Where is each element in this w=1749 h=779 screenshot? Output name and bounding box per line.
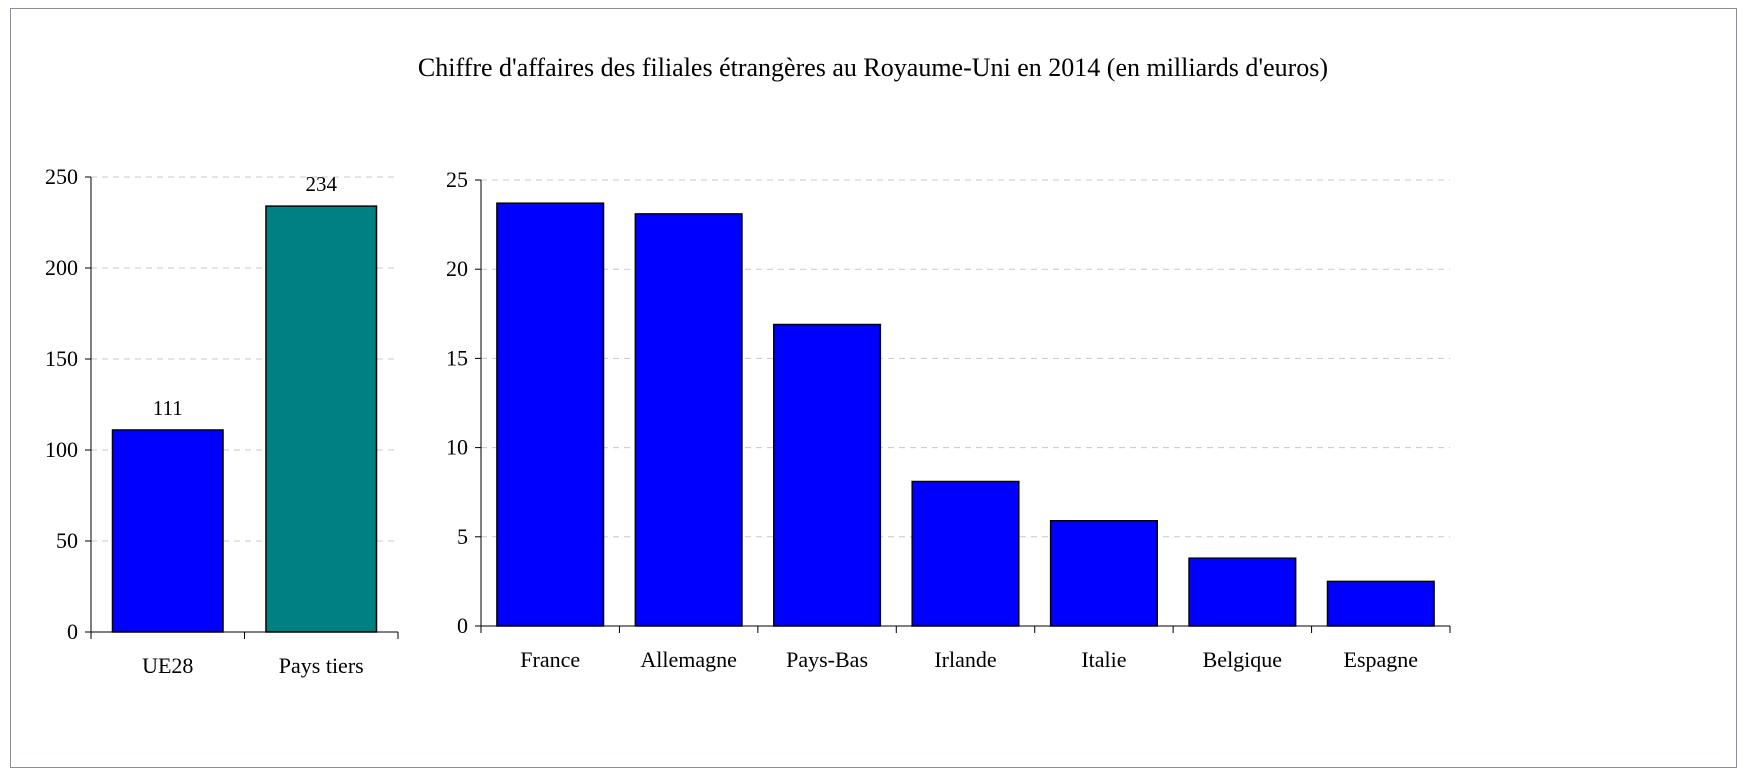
- left-y-tick-label: 100: [45, 437, 78, 462]
- right-y-tick-label: 20: [446, 256, 468, 281]
- left-y-tick-label: 50: [56, 528, 78, 553]
- right-category-label: France: [520, 647, 580, 672]
- right-bar-france: [496, 202, 605, 627]
- left-y-tick-label: 150: [45, 346, 78, 371]
- right-category-label: Belgique: [1203, 647, 1282, 672]
- left-bar-ue28: [111, 429, 224, 633]
- left-category-label: UE28: [142, 653, 193, 678]
- chart-frame: Chiffre d'affaires des filiales étrangèr…: [10, 8, 1737, 768]
- right-y-tick-label: 25: [446, 167, 468, 192]
- right-category-label: Irlande: [934, 647, 996, 672]
- panel-countries: 0 5 10 15 20 25 France Allemagne Pays-Bas Irlande…: [446, 167, 1451, 672]
- right-bar-espagne: [1326, 580, 1435, 627]
- right-y-tick-label: 0: [457, 613, 468, 638]
- panel-ue-vs-tiers: 0 50 100 150 200 250 UE28 111 Pays tiers 234: [45, 164, 399, 678]
- right-bar-irlande: [911, 480, 1020, 627]
- right-category-label: Espagne: [1344, 647, 1419, 672]
- right-bar-italie: [1049, 519, 1158, 627]
- right-y-tick-label: 5: [457, 524, 468, 549]
- left-bar-pays-tiers: [265, 205, 378, 633]
- chart-canvas: Chiffre d'affaires des filiales étrangèr…: [45, 53, 1451, 678]
- right-category-label: Italie: [1081, 647, 1126, 672]
- left-data-label: 234: [306, 172, 338, 196]
- right-y-tick-label: 15: [446, 345, 468, 370]
- right-category-label: Pays-Bas: [786, 647, 868, 672]
- left-y-tick-label: 200: [45, 255, 78, 280]
- chart-title: Chiffre d'affaires des filiales étrangèr…: [418, 53, 1328, 82]
- right-bar-pays-bas: [773, 323, 882, 627]
- left-y-tick-label: 0: [67, 619, 78, 644]
- right-bar-belgique: [1188, 557, 1297, 627]
- left-y-tick-label: 250: [45, 164, 78, 189]
- right-bar-allemagne: [634, 213, 743, 627]
- right-category-label: Allemagne: [640, 647, 737, 672]
- left-data-label: 111: [153, 396, 183, 420]
- left-category-label: Pays tiers: [279, 653, 364, 678]
- right-y-tick-label: 10: [446, 435, 468, 460]
